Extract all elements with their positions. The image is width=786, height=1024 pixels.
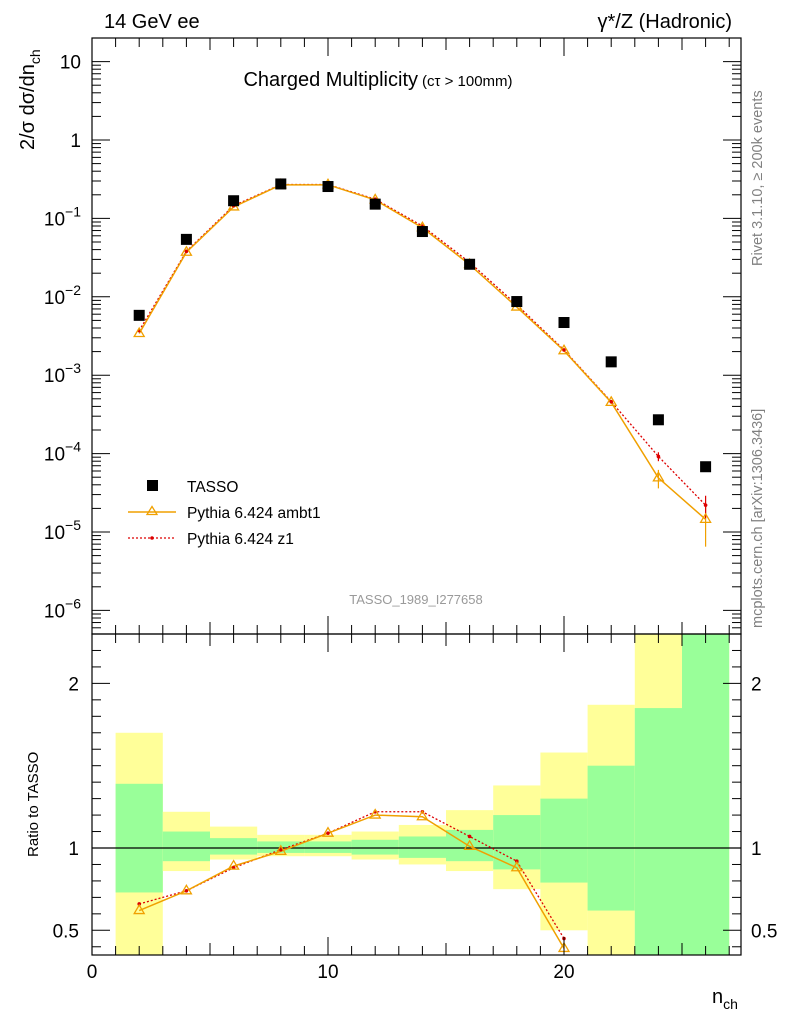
x-tick-label: 0 (87, 962, 98, 983)
chart-title-suffix: (cτ > 100mm) (422, 73, 513, 90)
point-ambt1 (652, 471, 665, 482)
point-ambt1 (699, 512, 712, 523)
ratio-band-inner (210, 838, 258, 855)
x-axis-label: nch (712, 986, 738, 1012)
point-tasso (652, 414, 664, 426)
header-left-label: 14 GeV ee (104, 11, 200, 33)
ratio-point-ambt1 (227, 859, 240, 870)
point-tasso (700, 461, 712, 473)
legend-marker-z1 (150, 536, 154, 540)
main-plot-area (133, 178, 712, 547)
ratio-point-z1 (467, 834, 472, 839)
point-ambt1 (133, 326, 146, 338)
point-tasso (228, 195, 240, 207)
point-tasso (605, 356, 617, 368)
y-axis-label-main-text: 2/σ dσ/dnch (17, 49, 43, 150)
point-tasso (369, 198, 381, 210)
ratio-band-inner (304, 841, 352, 853)
rivet-version-label: Rivet 3.1.10, ≥ 200k events (750, 90, 766, 266)
ratio-band-inner (162, 831, 210, 862)
y-axis-label-ratio: Ratio to TASSO (25, 752, 42, 857)
ratio-band-inner (398, 836, 446, 858)
x-tick-label: 10 (317, 962, 338, 983)
point-z1 (656, 454, 661, 459)
legend-marker-ambt1 (145, 505, 159, 516)
point-z1 (184, 249, 189, 254)
y-axis-label-main-sub: ch (27, 49, 43, 64)
point-z1 (609, 399, 613, 404)
ratio-point-ambt1 (321, 826, 335, 837)
legend-marker-tasso (147, 480, 158, 491)
y-axis-label-main-base: 2/σ dσ/dn (17, 64, 39, 150)
x-axis-label-sub: ch (723, 996, 738, 1012)
point-tasso (322, 181, 334, 193)
y-tick-label-main: 10−3 (44, 360, 81, 387)
y-tick-label-main: 10−1 (44, 203, 81, 230)
point-z1 (703, 503, 708, 507)
point-tasso (464, 258, 476, 270)
ratio-point-ambt1 (463, 839, 476, 851)
ratio-point-z1 (184, 889, 189, 893)
point-tasso (275, 178, 287, 190)
ratio-band-inner (257, 841, 305, 853)
ratio-line-z1 (139, 811, 565, 939)
point-z1 (562, 348, 566, 352)
y-tick-label-main: 10−6 (44, 595, 81, 622)
ratio-point-ambt1 (274, 844, 287, 855)
ratio-band-inner (351, 839, 399, 855)
legend-label-z1: Pythia 6.424 z1 (187, 531, 294, 548)
analysis-tag: TASSO_1989_I277658 (349, 592, 482, 607)
axes: 10 1 10−1 10−2 10−3 10−4 10−5 10−6 0 10 20 0.5 0.5 1 1… (44, 37, 777, 983)
y-tick-label-main: 10−5 (44, 517, 81, 544)
point-ambt1 (557, 343, 571, 355)
chart-title: Charged Multiplicity (243, 69, 418, 91)
y-tick-label-ratio-left: 1 (68, 839, 79, 860)
ratio-point-ambt1 (133, 903, 146, 915)
ratio-line-ambt1 (138, 814, 565, 949)
legend-label-ambt1: Pythia 6.424 ambt1 (187, 505, 321, 522)
point-tasso (416, 226, 428, 238)
ratio-point-ambt1 (416, 809, 429, 821)
y-tick-label-main: 10−4 (44, 439, 81, 466)
y-tick-label-main: 10−2 (44, 282, 81, 309)
y-tick-label-ratio-left: 0.5 (53, 921, 79, 942)
ratio-point-ambt1 (510, 860, 523, 872)
ratio-band-inner (540, 798, 588, 883)
header-right-label: γ*/Z (Hadronic) (598, 11, 732, 33)
ratio-band-inner (634, 708, 682, 955)
ratio-plot-area (92, 808, 741, 953)
y-tick-label-main: 1 (70, 131, 81, 152)
legend-label-tasso: TASSO (187, 479, 238, 496)
point-tasso (133, 309, 145, 321)
point-tasso (180, 233, 192, 245)
ratio-frame (91, 633, 742, 956)
ratio-band-inner (682, 634, 730, 955)
y-tick-label-main: 10 (60, 53, 81, 74)
legend: TASSO Pythia 6.424 ambt1 Pythia 6.424 z1 (128, 479, 321, 548)
point-ambt1 (180, 245, 193, 256)
y-tick-label-ratio-right: 0.5 (751, 921, 777, 942)
y-tick-label-ratio-right: 2 (751, 674, 762, 695)
y-axis-label-main: 2/σ dσ/dnch (17, 49, 43, 150)
point-tasso (558, 317, 570, 329)
x-tick-label: 20 (553, 962, 574, 983)
point-tasso (511, 296, 523, 308)
x-axis-label-base: n (712, 986, 723, 1008)
point-ambt1 (605, 395, 618, 407)
ratio-band-inner (115, 783, 163, 893)
ratio-point-z1 (326, 831, 330, 835)
ratio-point-ambt1 (369, 808, 382, 819)
ratio-band-inner (587, 765, 635, 911)
mcplots-label: mcplots.cern.ch [arXiv:1306.3436] (750, 409, 766, 628)
y-tick-label-ratio-right: 1 (751, 839, 762, 860)
y-tick-label-ratio-left: 2 (68, 674, 79, 695)
ratio-point-z1 (279, 847, 283, 852)
ratio-uncertainty-bands (115, 634, 730, 955)
ratio-point-ambt1 (180, 884, 193, 895)
